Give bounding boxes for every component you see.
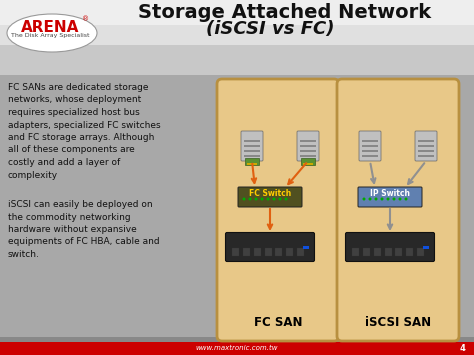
Circle shape	[399, 197, 401, 201]
Circle shape	[273, 197, 275, 201]
FancyBboxPatch shape	[238, 187, 302, 207]
FancyBboxPatch shape	[244, 149, 260, 152]
FancyBboxPatch shape	[374, 248, 381, 256]
Text: FC Switch: FC Switch	[249, 190, 291, 198]
FancyBboxPatch shape	[264, 248, 272, 256]
FancyBboxPatch shape	[418, 154, 434, 157]
Text: Storage Attached Network: Storage Attached Network	[138, 2, 431, 22]
Text: The Disk Array Specialist: The Disk Array Specialist	[11, 33, 89, 38]
FancyBboxPatch shape	[243, 248, 250, 256]
Text: www.maxtronic.com.tw: www.maxtronic.com.tw	[196, 345, 278, 351]
FancyBboxPatch shape	[362, 149, 378, 152]
Text: 4: 4	[460, 344, 466, 353]
FancyBboxPatch shape	[415, 131, 437, 161]
Text: ARENA: ARENA	[21, 20, 79, 34]
FancyBboxPatch shape	[244, 144, 260, 147]
FancyBboxPatch shape	[362, 144, 378, 147]
FancyBboxPatch shape	[359, 131, 381, 161]
FancyBboxPatch shape	[418, 149, 434, 152]
FancyBboxPatch shape	[297, 248, 304, 256]
FancyBboxPatch shape	[244, 140, 260, 142]
FancyBboxPatch shape	[395, 248, 402, 256]
FancyBboxPatch shape	[346, 233, 435, 262]
FancyBboxPatch shape	[417, 248, 424, 256]
FancyBboxPatch shape	[245, 158, 259, 165]
FancyBboxPatch shape	[423, 246, 429, 249]
FancyBboxPatch shape	[275, 248, 283, 256]
Circle shape	[374, 197, 377, 201]
FancyBboxPatch shape	[337, 79, 459, 341]
Circle shape	[381, 197, 383, 201]
Circle shape	[284, 197, 288, 201]
FancyBboxPatch shape	[297, 131, 319, 161]
FancyBboxPatch shape	[300, 149, 316, 152]
FancyBboxPatch shape	[0, 0, 474, 75]
FancyBboxPatch shape	[244, 154, 260, 157]
Text: FC SAN: FC SAN	[254, 316, 302, 328]
Text: FC SANs are dedicated storage
networks, whose deployment
requires specialized ho: FC SANs are dedicated storage networks, …	[8, 83, 161, 180]
FancyBboxPatch shape	[0, 0, 474, 25]
Circle shape	[368, 197, 372, 201]
Circle shape	[243, 197, 246, 201]
Circle shape	[261, 197, 264, 201]
Circle shape	[404, 197, 408, 201]
FancyBboxPatch shape	[418, 140, 434, 142]
Text: iSCSI SAN: iSCSI SAN	[365, 316, 431, 328]
FancyBboxPatch shape	[362, 140, 378, 142]
FancyBboxPatch shape	[247, 163, 257, 165]
FancyBboxPatch shape	[226, 233, 315, 262]
FancyBboxPatch shape	[0, 337, 474, 355]
Circle shape	[266, 197, 270, 201]
Circle shape	[363, 197, 365, 201]
FancyBboxPatch shape	[384, 248, 392, 256]
Ellipse shape	[7, 14, 97, 52]
FancyBboxPatch shape	[0, 0, 474, 45]
FancyBboxPatch shape	[300, 140, 316, 142]
FancyBboxPatch shape	[241, 131, 263, 161]
FancyBboxPatch shape	[254, 248, 261, 256]
FancyBboxPatch shape	[300, 154, 316, 157]
FancyBboxPatch shape	[286, 248, 293, 256]
Text: IP Switch: IP Switch	[370, 190, 410, 198]
FancyBboxPatch shape	[303, 163, 313, 165]
Text: ®: ®	[82, 16, 90, 22]
Circle shape	[386, 197, 390, 201]
FancyBboxPatch shape	[418, 144, 434, 147]
FancyBboxPatch shape	[363, 248, 370, 256]
FancyBboxPatch shape	[0, 342, 474, 355]
Circle shape	[248, 197, 252, 201]
FancyBboxPatch shape	[352, 248, 359, 256]
Circle shape	[392, 197, 395, 201]
FancyBboxPatch shape	[362, 154, 378, 157]
FancyBboxPatch shape	[232, 248, 239, 256]
Text: (iSCSI vs FC): (iSCSI vs FC)	[206, 20, 334, 38]
FancyBboxPatch shape	[301, 158, 315, 165]
FancyBboxPatch shape	[358, 187, 422, 207]
FancyBboxPatch shape	[303, 246, 309, 249]
Circle shape	[255, 197, 257, 201]
FancyBboxPatch shape	[406, 248, 413, 256]
FancyBboxPatch shape	[217, 79, 339, 341]
Text: iSCSI can easily be deployed on
the commodity networking
hardware without expans: iSCSI can easily be deployed on the comm…	[8, 200, 160, 259]
Circle shape	[279, 197, 282, 201]
FancyBboxPatch shape	[300, 144, 316, 147]
